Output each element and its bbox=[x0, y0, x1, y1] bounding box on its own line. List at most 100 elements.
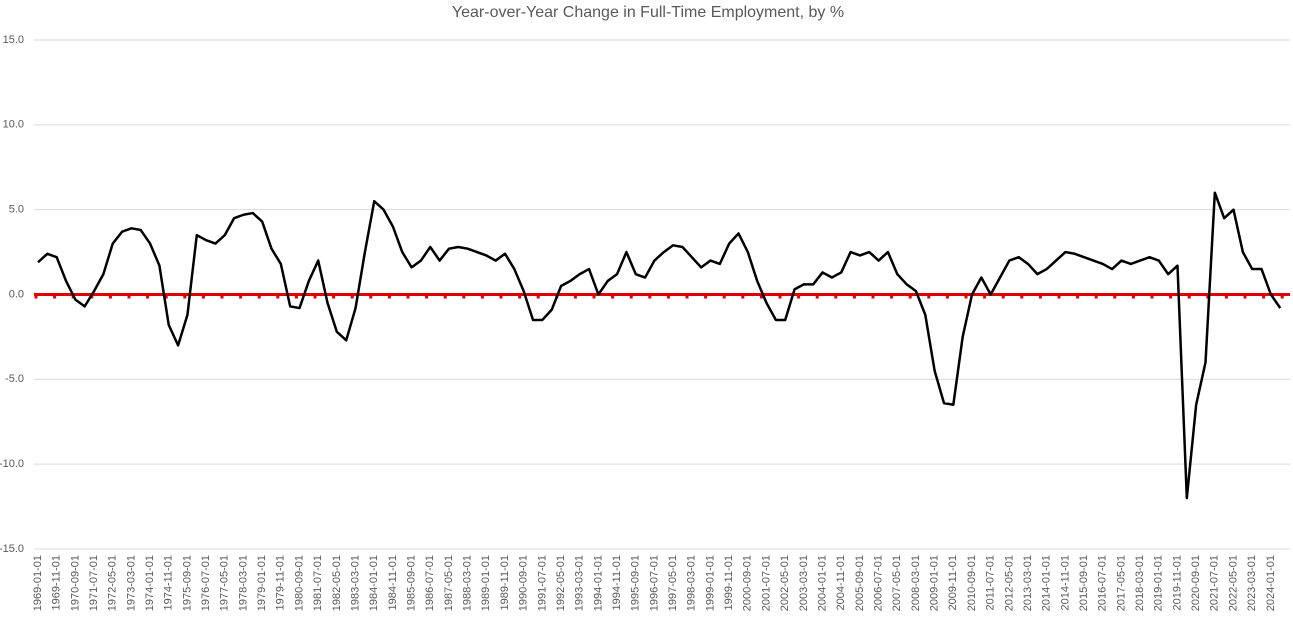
y-tick-label: 0.0 bbox=[9, 288, 24, 300]
reference-marker bbox=[480, 295, 484, 299]
x-tick-label: 1978-03-01 bbox=[237, 555, 249, 611]
reference-marker bbox=[332, 295, 336, 299]
reference-marker bbox=[146, 295, 150, 299]
x-tick-label: 1995-09-01 bbox=[630, 555, 642, 611]
chart-title: Year-over-Year Change in Full-Time Emplo… bbox=[452, 4, 844, 21]
x-tick-label: 2021-07-01 bbox=[1209, 555, 1221, 611]
reference-marker bbox=[1113, 295, 1117, 299]
x-tick-label: 1988-03-01 bbox=[462, 555, 474, 611]
reference-marker bbox=[239, 295, 243, 299]
x-tick-label: 1993-03-01 bbox=[574, 555, 586, 611]
reference-marker bbox=[1094, 295, 1098, 299]
x-tick-label: 2010-09-01 bbox=[966, 555, 978, 611]
reference-marker bbox=[722, 295, 726, 299]
x-tick-label: 2012-05-01 bbox=[1003, 555, 1015, 611]
y-tick-label: -15.0 bbox=[0, 543, 24, 555]
reference-marker bbox=[1076, 295, 1080, 299]
reference-marker bbox=[220, 295, 224, 299]
x-tick-label: 2003-03-01 bbox=[798, 555, 810, 611]
reference-marker bbox=[406, 295, 410, 299]
y-tick-label: 5.0 bbox=[9, 204, 24, 216]
reference-marker bbox=[1020, 295, 1024, 299]
reference-marker bbox=[53, 295, 57, 299]
x-tick-label: 2015-09-01 bbox=[1078, 555, 1090, 611]
x-tick-label: 1969-11-01 bbox=[51, 555, 63, 610]
reference-marker bbox=[945, 295, 949, 299]
reference-marker bbox=[518, 295, 522, 299]
y-tick-label: 10.0 bbox=[3, 119, 24, 131]
x-tick-label: 1998-03-01 bbox=[686, 555, 698, 611]
x-tick-label: 2007-05-01 bbox=[891, 555, 903, 611]
reference-marker bbox=[573, 295, 577, 299]
x-tick-label: 1972-05-01 bbox=[107, 555, 119, 611]
reference-marker bbox=[871, 295, 875, 299]
reference-marker bbox=[1187, 295, 1191, 299]
x-tick-label: 1991-07-01 bbox=[536, 555, 548, 611]
reference-marker bbox=[1280, 295, 1284, 299]
x-tick-label: 2014-11-01 bbox=[1059, 555, 1071, 610]
reference-marker bbox=[1243, 295, 1247, 299]
reference-marker bbox=[908, 295, 912, 299]
reference-marker bbox=[443, 295, 447, 299]
reference-marker bbox=[34, 295, 38, 299]
x-tick-label: 2009-01-01 bbox=[929, 555, 941, 611]
reference-marker bbox=[834, 295, 838, 299]
x-tick-label: 2023-03-01 bbox=[1246, 555, 1258, 611]
x-tick-label: 1969-01-01 bbox=[32, 555, 44, 611]
reference-marker bbox=[592, 295, 596, 299]
x-tick-label: 1994-11-01 bbox=[611, 555, 623, 610]
x-tick-label: 2020-09-01 bbox=[1190, 555, 1202, 611]
reference-marker bbox=[927, 295, 931, 299]
reference-marker bbox=[1206, 295, 1210, 299]
reference-marker bbox=[704, 295, 708, 299]
x-tick-label: 2006-07-01 bbox=[873, 555, 885, 611]
reference-marker bbox=[778, 295, 782, 299]
x-tick-label: 1974-11-01 bbox=[163, 555, 175, 610]
reference-marker bbox=[852, 295, 856, 299]
reference-marker bbox=[648, 295, 652, 299]
reference-marker bbox=[183, 295, 187, 299]
x-tick-label: 1979-11-01 bbox=[275, 555, 287, 610]
x-tick-label: 2018-03-01 bbox=[1134, 555, 1146, 611]
reference-marker bbox=[741, 295, 745, 299]
x-tick-label: 1989-01-01 bbox=[480, 555, 492, 611]
reference-marker bbox=[1262, 295, 1266, 299]
reference-marker bbox=[1131, 295, 1135, 299]
x-tick-label: 2016-07-01 bbox=[1097, 555, 1109, 611]
x-tick-label: 2008-03-01 bbox=[910, 555, 922, 611]
x-tick-label: 1984-11-01 bbox=[387, 555, 399, 610]
x-tick-label: 1976-07-01 bbox=[200, 555, 212, 611]
reference-marker bbox=[127, 295, 131, 299]
y-tick-label: 15.0 bbox=[3, 34, 24, 46]
x-tick-label: 2013-03-01 bbox=[1022, 555, 1034, 611]
reference-marker bbox=[1057, 295, 1061, 299]
x-tick-label: 2024-01-01 bbox=[1265, 555, 1277, 611]
x-tick-label: 2019-11-01 bbox=[1171, 555, 1183, 610]
x-tick-label: 1977-05-01 bbox=[219, 555, 231, 611]
x-tick-label: 1985-09-01 bbox=[406, 555, 418, 611]
x-tick-label: 2014-01-01 bbox=[1041, 555, 1053, 611]
x-tick-label: 1983-03-01 bbox=[349, 555, 361, 611]
x-tick-label: 1970-09-01 bbox=[69, 555, 81, 611]
x-tick-label: 1987-05-01 bbox=[443, 555, 455, 611]
x-tick-label: 2017-05-01 bbox=[1115, 555, 1127, 611]
x-tick-label: 1980-09-01 bbox=[293, 555, 305, 611]
reference-marker bbox=[108, 295, 112, 299]
x-tick-label: 2001-07-01 bbox=[760, 555, 772, 611]
x-tick-label: 1989-11-01 bbox=[499, 555, 511, 610]
reference-marker bbox=[797, 295, 801, 299]
x-tick-label: 1979-01-01 bbox=[256, 555, 268, 611]
x-tick-label: 1981-07-01 bbox=[312, 555, 324, 611]
x-tick-label: 1982-05-01 bbox=[331, 555, 343, 611]
reference-marker bbox=[629, 295, 633, 299]
x-tick-label: 1999-11-01 bbox=[723, 555, 735, 610]
reference-marker bbox=[890, 295, 894, 299]
x-tick-label: 1971-07-01 bbox=[88, 555, 100, 611]
reference-marker bbox=[1169, 295, 1173, 299]
reference-marker bbox=[815, 295, 819, 299]
x-tick-label: 1996-07-01 bbox=[648, 555, 660, 611]
reference-marker bbox=[964, 295, 968, 299]
reference-marker bbox=[164, 295, 168, 299]
x-tick-label: 1975-09-01 bbox=[181, 555, 193, 611]
